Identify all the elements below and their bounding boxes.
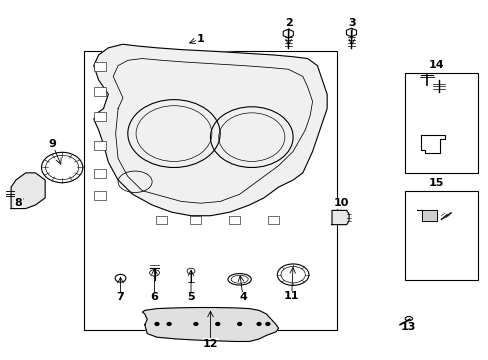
Text: 13: 13: [400, 322, 416, 332]
Polygon shape: [331, 210, 348, 225]
Text: 15: 15: [428, 178, 443, 188]
Ellipse shape: [155, 323, 159, 325]
Bar: [94, 62, 106, 71]
Text: 3: 3: [348, 18, 356, 28]
Bar: [190, 216, 201, 224]
Ellipse shape: [215, 323, 219, 325]
Bar: [84, 51, 336, 330]
Text: 14: 14: [428, 60, 444, 70]
Text: 1: 1: [197, 34, 204, 44]
Bar: [228, 216, 239, 224]
Text: 12: 12: [203, 339, 218, 348]
Polygon shape: [11, 173, 45, 208]
Bar: [404, 191, 477, 280]
Polygon shape: [94, 44, 326, 216]
Text: 7: 7: [117, 292, 124, 302]
Text: 9: 9: [48, 139, 56, 149]
Bar: [404, 73, 477, 173]
Ellipse shape: [194, 323, 198, 325]
Bar: [94, 112, 106, 121]
Text: 8: 8: [15, 198, 22, 208]
Text: 6: 6: [150, 292, 158, 302]
Ellipse shape: [257, 323, 261, 325]
Ellipse shape: [237, 323, 241, 325]
Polygon shape: [416, 210, 436, 221]
Bar: [267, 216, 278, 224]
Text: 5: 5: [187, 292, 194, 302]
Bar: [94, 87, 106, 96]
Bar: [94, 141, 106, 150]
Bar: [156, 216, 166, 224]
Ellipse shape: [265, 323, 269, 325]
Text: 10: 10: [333, 198, 349, 208]
Bar: [94, 191, 106, 200]
Text: 2: 2: [285, 18, 292, 28]
Bar: [94, 169, 106, 178]
Text: 4: 4: [239, 292, 246, 302]
Polygon shape: [142, 307, 278, 342]
Text: 11: 11: [284, 291, 299, 301]
Ellipse shape: [167, 323, 171, 325]
